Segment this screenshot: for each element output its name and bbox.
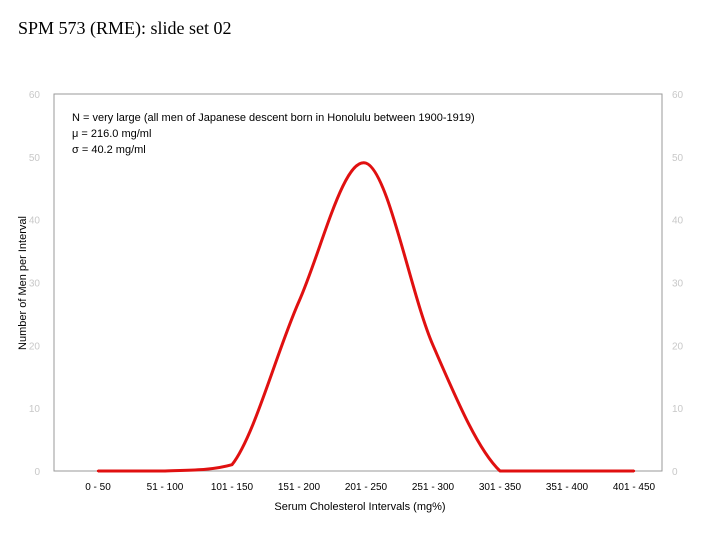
y-axis-left: 0 10 20 30 40 50 60 (29, 90, 41, 478)
series-line (98, 161, 634, 473)
x-tick-label: 351 - 400 (546, 482, 589, 493)
y-axis-title: Number of Men per Interval (17, 216, 29, 350)
y-tick-label-right: 40 (672, 216, 684, 227)
x-tick-label: 151 - 200 (278, 482, 321, 493)
x-tick-label: 0 - 50 (85, 482, 111, 493)
plot-frame (53, 93, 663, 472)
series-points (96, 161, 636, 473)
data-point (431, 344, 435, 347)
data-point (163, 469, 167, 473)
y-axis-right: 0 10 20 30 40 50 60 (672, 90, 684, 478)
y-tick-label-right: 10 (672, 404, 684, 415)
data-point (364, 161, 368, 165)
x-tick-label: 201 - 250 (345, 482, 388, 493)
x-axis: 0 - 50 51 - 100 101 - 150 151 - 200 201 - 25… (85, 482, 655, 493)
data-point (632, 469, 636, 473)
x-tick-label: 301 - 350 (479, 482, 522, 493)
y-tick-label-right: 30 (672, 279, 684, 290)
data-point (498, 469, 502, 473)
x-tick-label: 51 - 100 (147, 482, 184, 493)
annotations: N = very large (all men of Japanese desc… (72, 112, 475, 156)
x-axis-title: Serum Cholesterol Intervals (mg%) (274, 501, 445, 513)
y-tick-label-left: 50 (29, 153, 41, 164)
x-tick-label: 401 - 450 (613, 482, 656, 493)
annotation-line: μ = 216.0 mg/ml (72, 128, 151, 140)
y-tick-label-left: 20 (29, 341, 41, 352)
data-point (565, 469, 569, 473)
x-tick-label: 251 - 300 (412, 482, 455, 493)
y-tick-label-right: 0 (672, 467, 678, 478)
x-tick-label: 101 - 150 (211, 482, 254, 493)
y-tick-label-right: 20 (672, 341, 684, 352)
data-point (230, 463, 234, 466)
y-tick-label-left: 30 (29, 279, 41, 290)
annotation-line: σ = 40.2 mg/ml (72, 144, 146, 156)
data-point (96, 469, 100, 473)
data-point (297, 300, 301, 303)
y-tick-label-right: 50 (672, 153, 684, 164)
y-tick-label-left: 0 (34, 467, 40, 478)
y-tick-label-left: 60 (29, 90, 41, 101)
slide-title: SPM 573 (RME): slide set 02 (18, 18, 232, 38)
y-tick-label-left: 40 (29, 216, 41, 227)
y-tick-label-right: 60 (672, 90, 684, 101)
y-tick-label-left: 10 (29, 404, 41, 415)
annotation-line: N = very large (all men of Japanese desc… (72, 112, 475, 124)
